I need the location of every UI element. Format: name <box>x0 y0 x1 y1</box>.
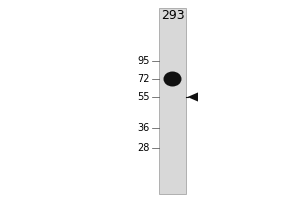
Text: 72: 72 <box>137 74 150 84</box>
Ellipse shape <box>164 72 181 86</box>
Text: 28: 28 <box>138 143 150 153</box>
Text: 36: 36 <box>138 123 150 133</box>
Bar <box>159 8 186 194</box>
Polygon shape <box>188 92 198 102</box>
Text: 95: 95 <box>138 56 150 66</box>
Text: 293: 293 <box>161 9 184 22</box>
Text: 55: 55 <box>137 92 150 102</box>
